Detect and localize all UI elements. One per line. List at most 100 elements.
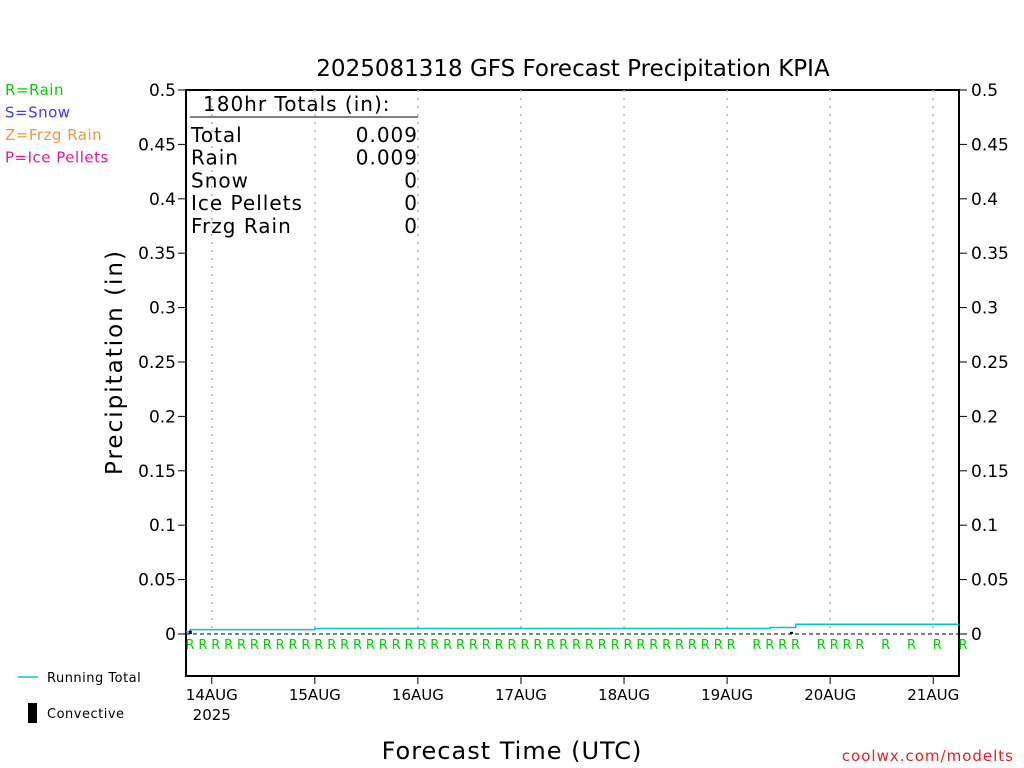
convective-swatch (28, 703, 37, 723)
y-tick-label-left: 0.3 (149, 299, 176, 319)
y-tick-label-right: 0.3 (971, 299, 998, 319)
x-tick-sublabel: 2025 (193, 706, 231, 724)
x-tick-label: 16AUG (392, 686, 444, 704)
ptype-marker: R (636, 638, 645, 653)
x-tick-label: 14AUG (186, 686, 238, 704)
ptype-marker: R (843, 638, 852, 653)
ptype-marker: R (662, 638, 671, 653)
ptype-marker: R (301, 638, 310, 653)
ptype-marker: R (559, 638, 568, 653)
ptype-marker: R (881, 638, 890, 653)
y-tick-label-left: 0.15 (138, 462, 176, 482)
y-axis-label: Precipitation (in) (102, 249, 128, 475)
y-tick-label-right: 0.2 (971, 407, 998, 427)
series-legend: Running Total Convective (18, 671, 141, 723)
x-tick-label: 21AUG (907, 686, 959, 704)
ptype-marker: R (430, 638, 439, 653)
ptype-legend: R=Rain S=Snow Z=Frzg Rain P=Ice Pellets (5, 81, 109, 167)
ptype-marker: R (211, 638, 220, 653)
totals-row-label: Ice Pellets (191, 191, 303, 215)
x-tick-label: 20AUG (804, 686, 856, 704)
totals-row-label: Rain (191, 146, 239, 170)
ptype-marker: R (778, 638, 787, 653)
ptype-marker: R (752, 638, 761, 653)
ptype-marker: R (314, 638, 323, 653)
vertical-gridlines (211, 90, 934, 634)
y-tick-label-right: 0.25 (971, 353, 1009, 373)
ptype-marker: R (224, 638, 233, 653)
y-tick-label-right: 0.15 (971, 462, 1009, 482)
y-tick-label-left: 0.25 (138, 353, 176, 373)
ptype-marker: R (688, 638, 697, 653)
y-tick-label-right: 0.4 (971, 190, 998, 210)
ptype-marker: R (482, 638, 491, 653)
totals-row-value: 0.009 (356, 146, 418, 170)
y-tick-label-right: 0.45 (971, 135, 1009, 155)
y-tick-label-left: 0 (165, 625, 176, 645)
y-tick-label-left: 0.4 (149, 190, 176, 210)
ptype-marker: R (263, 638, 272, 653)
totals-rows: Total 0.009 Rain 0.009 Snow 0 Ice Pellets 0 Frzg… (190, 123, 418, 238)
y-tick-label-left: 0.45 (138, 135, 176, 155)
y-tick-label-right: 0.35 (971, 244, 1009, 264)
series-layer (186, 623, 959, 634)
ptype-marker: R (366, 638, 375, 653)
ptype-marker: R (958, 638, 967, 653)
chart-title: 2025081318 GFS Forecast Precipitation KP… (316, 56, 830, 82)
ptype-marker: R (933, 638, 942, 653)
plot-frame (185, 89, 960, 677)
ptype-marker: R (855, 638, 864, 653)
y-tick-label-right: 0.1 (971, 516, 998, 536)
ptype-marker: R (250, 638, 259, 653)
ptype-marker: R (572, 638, 581, 653)
x-tick-label: 17AUG (495, 686, 547, 704)
totals-row-value: 0.009 (356, 123, 418, 147)
y-tick-label-left: 0.1 (149, 516, 176, 536)
totals-row-value: 0 (404, 168, 418, 192)
ptype-marker: R (353, 638, 362, 653)
x-axis-label: Forecast Time (UTC) (382, 737, 643, 765)
x-tick-label: 18AUG (598, 686, 650, 704)
ptype-marker: R (520, 638, 529, 653)
x-tick-label: 19AUG (701, 686, 753, 704)
ptype-marker: R (327, 638, 336, 653)
ptype-marker: R (791, 638, 800, 653)
ptype-legend-item: R=Rain (5, 81, 64, 99)
ptype-marker: R (392, 638, 401, 653)
ptype-marker: R (649, 638, 658, 653)
totals-row-value: 0 (404, 214, 418, 238)
totals-heading: 180hr Totals (in): (203, 92, 391, 116)
totals-row-value: 0 (404, 191, 418, 215)
ptype-legend-item: Z=Frzg Rain (5, 126, 102, 144)
ptype-marker: R (624, 638, 633, 653)
ptype-marker: R (417, 638, 426, 653)
ptype-marker: R (443, 638, 452, 653)
series-line-running-total (186, 623, 959, 633)
ptype-legend-item: P=Ice Pellets (5, 149, 109, 167)
y-tick-label-right: 0.05 (971, 571, 1009, 591)
ptype-marker: R (289, 638, 298, 653)
convective-label: Convective (47, 707, 125, 722)
x-axis: 14AUG 2025 15AUG 16AUG 17AUG 18AUG 19AUG 20AUG 2… (186, 676, 959, 724)
ptype-marker: R (456, 638, 465, 653)
running-total-label: Running Total (47, 671, 141, 686)
ptype-marker: R (379, 638, 388, 653)
y-tick-label-left: 0.2 (149, 407, 176, 427)
y-axis-right: 0 0.05 0.1 0.15 0.2 0.25 0.3 0.35 0.4 0.45 0.5 (959, 81, 1009, 645)
ptype-marker: R (714, 638, 723, 653)
ptype-marker: R (817, 638, 826, 653)
ptype-marker: R (598, 638, 607, 653)
y-tick-label-right: 0 (971, 625, 982, 645)
convective-bar (790, 631, 794, 634)
ptype-marker: R (675, 638, 684, 653)
ptype-marker: R (185, 638, 194, 653)
ptype-marker: R (585, 638, 594, 653)
ptype-marker: R (198, 638, 207, 653)
ptype-marker: R (533, 638, 542, 653)
ptype-marker: R (701, 638, 710, 653)
ptype-marker: R (404, 638, 413, 653)
ptype-marker: R (907, 638, 916, 653)
totals-box: 180hr Totals (in): Total 0.009 Rain 0.009 Sn… (190, 92, 418, 238)
